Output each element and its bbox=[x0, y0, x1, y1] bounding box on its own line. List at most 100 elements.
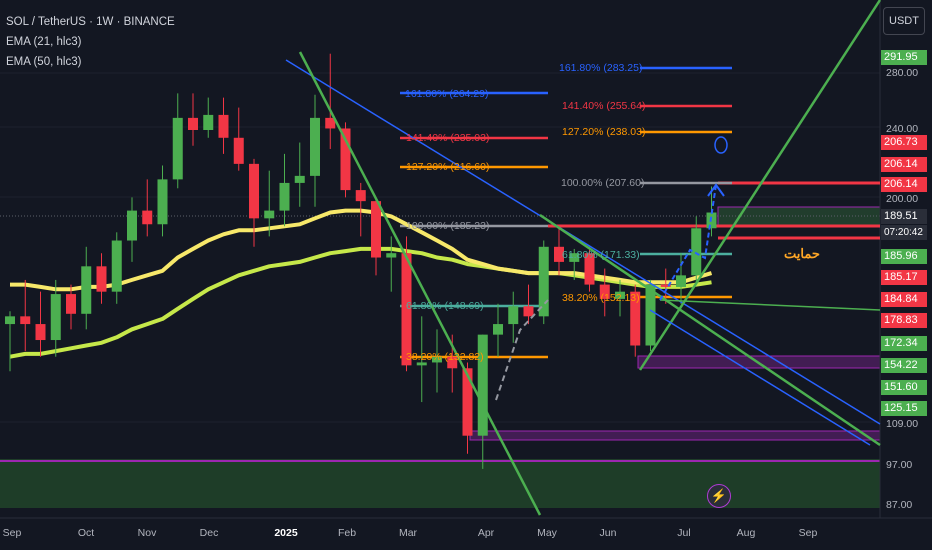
candle-body bbox=[218, 114, 229, 138]
price-axis-label: 200.00 bbox=[886, 193, 919, 205]
time-axis-label: 2025 bbox=[274, 527, 298, 539]
candle-body bbox=[371, 201, 381, 258]
fib-level-label: 61.80% (171.33) bbox=[562, 249, 640, 261]
candle-body bbox=[401, 253, 412, 366]
projection-zigzag-path bbox=[659, 184, 717, 301]
candle-body bbox=[35, 324, 46, 341]
candle-body bbox=[340, 128, 351, 191]
target-circle-marker bbox=[714, 136, 728, 154]
price-axis-label: 97.00 bbox=[886, 459, 913, 471]
candle-body bbox=[386, 253, 397, 258]
time-axis-label: Apr bbox=[477, 527, 495, 539]
candle-body bbox=[188, 117, 198, 131]
trendline-green-rising bbox=[638, 0, 882, 371]
candle-body bbox=[233, 137, 244, 164]
fib-level-label: 141.40% (255.64) bbox=[562, 100, 646, 112]
fib-level-label: 38.20% (132.82) bbox=[406, 351, 484, 363]
price-tag: 185.17 bbox=[881, 270, 927, 285]
candle-body bbox=[447, 356, 458, 369]
candle-body bbox=[630, 291, 641, 346]
candle-body bbox=[554, 246, 564, 262]
price-tag: 178.83 bbox=[881, 313, 927, 328]
projection-arrow-head bbox=[707, 183, 725, 197]
fib-level-label: 127.20% (216.60) bbox=[406, 161, 490, 173]
candle-body bbox=[691, 228, 702, 276]
time-axis-label: Feb bbox=[337, 527, 357, 539]
fib-level-label: 38.20% (152.13) bbox=[562, 292, 640, 304]
time-axis-label: Dec bbox=[199, 527, 219, 539]
trendline-green-flat bbox=[659, 299, 881, 311]
candle-body bbox=[615, 291, 625, 299]
candle-body bbox=[172, 117, 183, 180]
ema50-line bbox=[9, 246, 712, 359]
candle-body bbox=[249, 163, 259, 219]
fib-level-label: 161.80% (264.29) bbox=[405, 88, 489, 100]
candle-body bbox=[66, 294, 76, 314]
candle-body bbox=[569, 253, 580, 262]
fib-level-label: 100.00% (185.23) bbox=[406, 220, 490, 232]
candle-body bbox=[584, 253, 595, 285]
candle-body bbox=[355, 190, 366, 202]
candle-body bbox=[5, 316, 15, 325]
price-tag: 151.60 bbox=[881, 380, 927, 395]
candle-body bbox=[538, 246, 549, 317]
candle-body bbox=[294, 175, 305, 183]
projection-dashed-path bbox=[495, 299, 549, 401]
time-axis-label: Jun bbox=[599, 527, 617, 539]
bar-countdown-tag: 07:20:42 bbox=[881, 225, 927, 240]
candle-body bbox=[508, 306, 519, 325]
candle-body bbox=[81, 266, 92, 314]
ema50-legend: EMA (50, hlc3) bbox=[6, 56, 82, 68]
demand-zone-apr bbox=[469, 430, 881, 441]
price-tag: 184.84 bbox=[881, 292, 927, 307]
fib-level-label: 141.40% (235.03) bbox=[406, 132, 490, 144]
time-axis-label: May bbox=[537, 527, 557, 539]
candle-body bbox=[493, 324, 503, 335]
price-tag: 206.14 bbox=[881, 177, 927, 192]
support-annotation: حمایت bbox=[784, 246, 820, 261]
price-tag: 206.73 bbox=[881, 135, 927, 150]
time-axis-label: Sep bbox=[2, 527, 22, 539]
price-tag: 185.96 bbox=[881, 249, 927, 264]
fib-level-label: 61.80% (148.69) bbox=[406, 300, 484, 312]
candle-body bbox=[142, 210, 153, 225]
price-tag: 125.15 bbox=[881, 401, 927, 416]
candle-body bbox=[96, 266, 107, 292]
price-axis-label: 109.00 bbox=[886, 418, 919, 430]
price-axis-label: 87.00 bbox=[886, 499, 913, 511]
candle-body bbox=[660, 284, 671, 287]
candle-body bbox=[310, 117, 320, 176]
candle-body bbox=[325, 117, 336, 129]
candle-body bbox=[50, 294, 61, 341]
trendline-blue-lower bbox=[649, 309, 871, 446]
time-axis-label: Aug bbox=[736, 527, 756, 539]
symbol-title: SOL / TetherUS · 1W · BINANCE bbox=[6, 16, 175, 28]
trendline-blue-down bbox=[285, 59, 881, 425]
candle-body bbox=[203, 114, 214, 131]
fib-level-label: 100.00% (207.60) bbox=[561, 177, 645, 189]
time-axis-label: Sep bbox=[798, 527, 818, 539]
candle-body bbox=[416, 362, 427, 366]
trendline-green-falling bbox=[539, 213, 881, 447]
chart-legend: SOL / TetherUS · 1W · BINANCE EMA (21, h… bbox=[6, 12, 175, 72]
candle-body bbox=[157, 179, 168, 225]
candle-body bbox=[111, 240, 122, 292]
currency-selector-button[interactable]: USDT bbox=[883, 7, 925, 35]
candle-body bbox=[264, 210, 275, 219]
lightning-icon-button[interactable]: ⚡ bbox=[707, 484, 731, 508]
candle-body bbox=[279, 182, 290, 211]
fib-level-label: 161.80% (283.25) bbox=[559, 62, 643, 74]
price-tag: 172.34 bbox=[881, 336, 927, 351]
price-tag: 154.22 bbox=[881, 358, 927, 373]
price-axis-label: 280.00 bbox=[886, 67, 919, 79]
trendline-green-steep bbox=[298, 51, 542, 516]
candle-body bbox=[599, 284, 610, 299]
time-axis-label: Jul bbox=[677, 527, 691, 539]
price-tag: 291.95 bbox=[881, 50, 927, 65]
support-zone-bottom bbox=[0, 459, 880, 508]
candle-body bbox=[20, 316, 31, 325]
fib-level-label: 127.20% (238.03) bbox=[562, 126, 646, 138]
current-price-tag: 189.51 bbox=[881, 209, 927, 224]
price-axis-label: 240.00 bbox=[886, 123, 919, 135]
